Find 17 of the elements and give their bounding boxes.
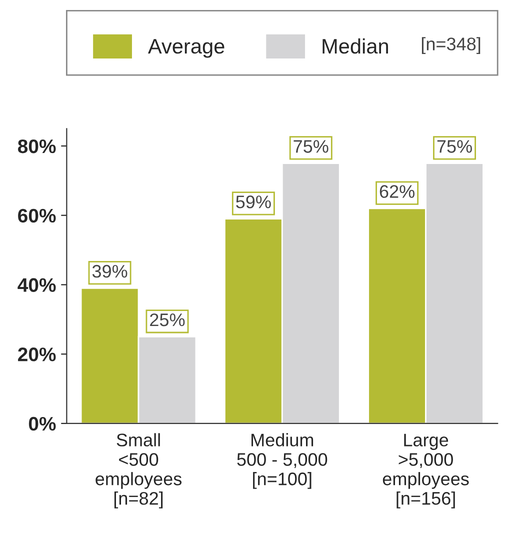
x-tick-label: Large >5,000 employees [n=156] xyxy=(382,434,469,508)
data-label: 75% xyxy=(294,140,328,153)
text: [n=348] xyxy=(422,37,480,54)
x-tick-label: Medium 500 - 5,000 [n=100] xyxy=(237,433,328,489)
data-label: 39% xyxy=(92,264,128,278)
legend-label: Median xyxy=(322,38,388,54)
y-tick-label: 20% xyxy=(18,348,56,362)
data-label: 75% xyxy=(437,140,472,153)
y-tick-label: 80% xyxy=(18,139,56,154)
data-label: 59% xyxy=(236,196,271,208)
y-tick-label: 40% xyxy=(18,278,56,292)
data-label: 25% xyxy=(150,313,185,326)
x-tick-label: Small <500 employees [n=82] xyxy=(96,433,182,508)
y-tick-label: 0% xyxy=(28,416,56,431)
y-tick-label: 60% xyxy=(18,208,56,223)
data-label: 62% xyxy=(380,185,414,198)
legend-label: Average xyxy=(148,39,224,58)
